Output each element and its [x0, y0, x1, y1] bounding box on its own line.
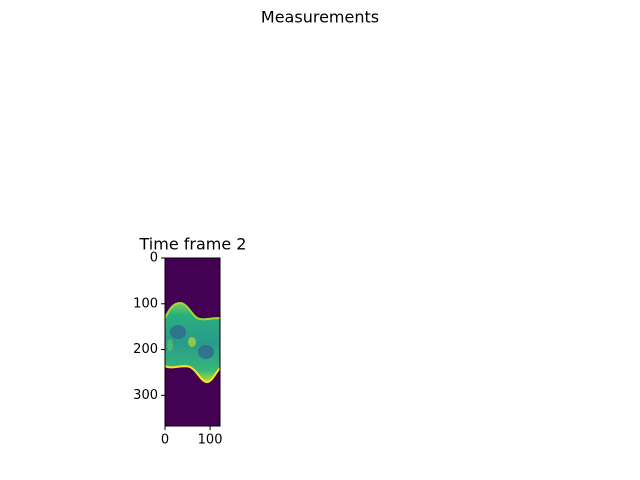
image	[165, 258, 220, 426]
y-tick-label: 100	[133, 296, 158, 311]
figure-title: Measurements	[261, 8, 379, 27]
y-tick-label: 200	[133, 342, 158, 357]
x-tick-label: 100	[198, 433, 223, 448]
y-tick-label: 300	[133, 388, 158, 403]
axes-title: Time frame 2	[139, 235, 247, 254]
y-tick-label: 0	[150, 251, 158, 266]
axes-frame	[164, 257, 221, 427]
x-tick-label: 0	[161, 433, 169, 448]
